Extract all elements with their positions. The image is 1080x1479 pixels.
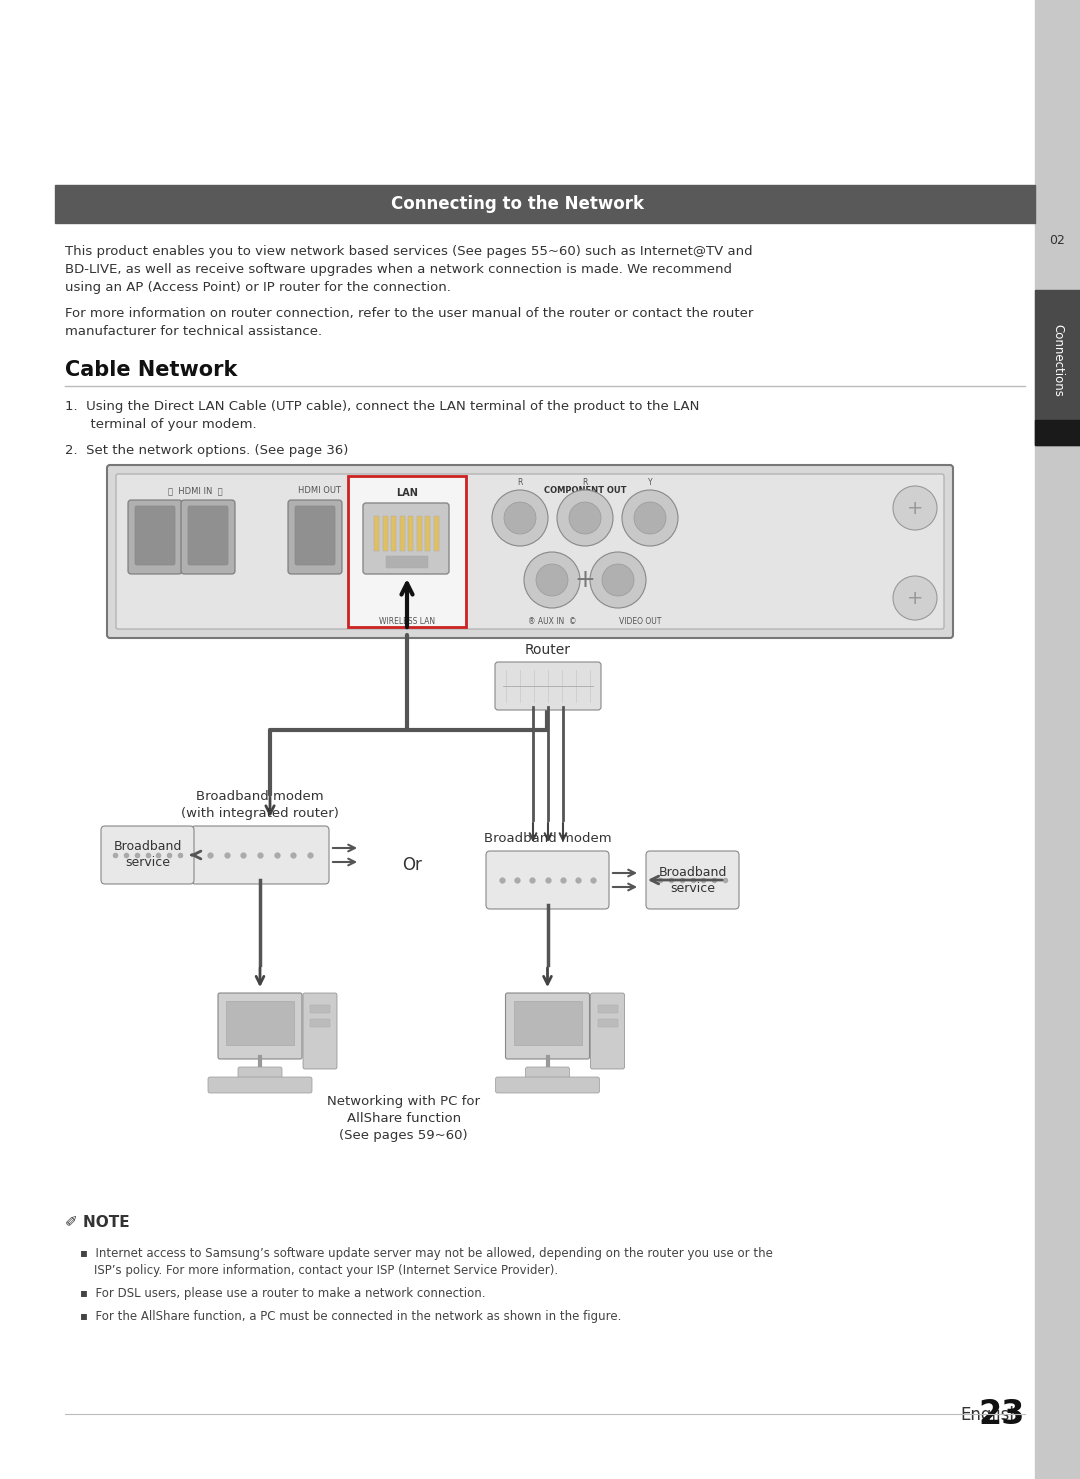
Text: This product enables you to view network based services (See pages 55~60) such a: This product enables you to view network…	[65, 246, 753, 257]
Bar	[310, 1019, 330, 1026]
FancyBboxPatch shape	[495, 663, 600, 710]
FancyBboxPatch shape	[288, 500, 342, 574]
FancyBboxPatch shape	[116, 473, 944, 629]
FancyBboxPatch shape	[238, 1066, 282, 1080]
Circle shape	[569, 501, 600, 534]
Text: ISP’s policy. For more information, contact your ISP (Internet Service Provider): ISP’s policy. For more information, cont…	[94, 1265, 558, 1276]
Bar	[513, 1001, 581, 1046]
Bar	[55, 185, 1035, 223]
Text: Router: Router	[525, 643, 571, 657]
Text: For more information on router connection, refer to the user manual of the route: For more information on router connectio…	[65, 308, 754, 319]
Bar	[408, 516, 413, 552]
Bar	[597, 1019, 618, 1026]
FancyBboxPatch shape	[303, 992, 337, 1069]
Text: manufacturer for technical assistance.: manufacturer for technical assistance.	[65, 325, 322, 339]
Text: ▪  For DSL users, please use a router to make a network connection.: ▪ For DSL users, please use a router to …	[80, 1287, 486, 1300]
Bar	[226, 1001, 294, 1046]
FancyBboxPatch shape	[181, 500, 235, 574]
Text: (See pages 59~60): (See pages 59~60)	[339, 1128, 468, 1142]
FancyBboxPatch shape	[591, 992, 624, 1069]
Circle shape	[557, 490, 613, 546]
Text: Or: Or	[402, 856, 422, 874]
Text: Broadband modem
(with integrated router): Broadband modem (with integrated router)	[181, 790, 339, 819]
Bar	[348, 476, 465, 627]
Text: VIDEO OUT: VIDEO OUT	[619, 617, 661, 626]
Text: Connections: Connections	[1051, 324, 1064, 396]
Bar	[391, 516, 396, 552]
Text: Connecting to the Network: Connecting to the Network	[391, 195, 644, 213]
Text: HDMI OUT: HDMI OUT	[298, 487, 341, 495]
Text: ▪  Internet access to Samsung’s software update server may not be allowed, depen: ▪ Internet access to Samsung’s software …	[80, 1247, 773, 1260]
Text: Y: Y	[648, 478, 652, 487]
FancyBboxPatch shape	[646, 850, 739, 910]
Text: ▪  For the AllShare function, a PC must be connected in the network as shown in : ▪ For the AllShare function, a PC must b…	[80, 1310, 621, 1324]
FancyBboxPatch shape	[363, 503, 449, 574]
Text: 02: 02	[1050, 234, 1066, 247]
Circle shape	[524, 552, 580, 608]
Text: Broadband modem: Broadband modem	[484, 833, 611, 845]
FancyBboxPatch shape	[102, 825, 194, 884]
Text: R: R	[582, 478, 588, 487]
Circle shape	[893, 487, 937, 529]
FancyBboxPatch shape	[191, 825, 329, 884]
Text: WIRELESS LAN: WIRELESS LAN	[379, 617, 435, 626]
Bar	[1035, 0, 1080, 1479]
FancyBboxPatch shape	[526, 1066, 569, 1080]
FancyBboxPatch shape	[208, 1077, 312, 1093]
FancyBboxPatch shape	[505, 992, 590, 1059]
Text: using an AP (Access Point) or IP router for the connection.: using an AP (Access Point) or IP router …	[65, 281, 450, 294]
Text: Broadband
service: Broadband service	[113, 840, 181, 870]
FancyBboxPatch shape	[496, 1077, 599, 1093]
Text: COMPONENT OUT: COMPONENT OUT	[543, 487, 626, 495]
Circle shape	[893, 575, 937, 620]
Bar	[1035, 420, 1080, 445]
FancyBboxPatch shape	[218, 992, 302, 1059]
Text: ® AUX IN  ©: ® AUX IN ©	[528, 617, 577, 626]
FancyBboxPatch shape	[107, 464, 953, 637]
Circle shape	[602, 563, 634, 596]
Text: AllShare function: AllShare function	[347, 1112, 461, 1126]
Circle shape	[634, 501, 666, 534]
Text: terminal of your modem.: terminal of your modem.	[65, 419, 257, 430]
Text: English: English	[960, 1407, 1020, 1424]
Bar	[382, 516, 388, 552]
Circle shape	[536, 563, 568, 596]
Bar	[1035, 290, 1080, 445]
Text: +: +	[907, 589, 923, 608]
Text: 23: 23	[978, 1398, 1025, 1432]
FancyBboxPatch shape	[129, 500, 183, 574]
Bar	[417, 516, 421, 552]
Bar	[310, 1006, 330, 1013]
FancyBboxPatch shape	[486, 850, 609, 910]
FancyBboxPatch shape	[188, 506, 228, 565]
Bar	[433, 516, 438, 552]
Bar	[400, 516, 405, 552]
Circle shape	[504, 501, 536, 534]
Bar	[426, 516, 430, 552]
Circle shape	[590, 552, 646, 608]
Bar	[597, 1006, 618, 1013]
FancyBboxPatch shape	[135, 506, 175, 565]
Text: 1.  Using the Direct LAN Cable (UTP cable), connect the LAN terminal of the prod: 1. Using the Direct LAN Cable (UTP cable…	[65, 399, 700, 413]
Circle shape	[622, 490, 678, 546]
Text: Ⓐ  HDMI IN  Ⓑ: Ⓐ HDMI IN Ⓑ	[167, 487, 222, 495]
Text: Cable Network: Cable Network	[65, 359, 238, 380]
FancyBboxPatch shape	[295, 506, 335, 565]
Bar	[386, 556, 428, 568]
Text: Broadband
service: Broadband service	[659, 865, 727, 895]
Text: Networking with PC for: Networking with PC for	[327, 1094, 481, 1108]
Text: ✐ NOTE: ✐ NOTE	[65, 1216, 130, 1231]
Bar	[374, 516, 379, 552]
Text: LAN: LAN	[396, 488, 418, 498]
Circle shape	[492, 490, 548, 546]
Text: +: +	[907, 498, 923, 518]
Text: +: +	[575, 568, 595, 592]
Text: BD-LIVE, as well as receive software upgrades when a network connection is made.: BD-LIVE, as well as receive software upg…	[65, 263, 732, 277]
Text: 2.  Set the network options. (See page 36): 2. Set the network options. (See page 36…	[65, 444, 349, 457]
Text: R: R	[517, 478, 523, 487]
